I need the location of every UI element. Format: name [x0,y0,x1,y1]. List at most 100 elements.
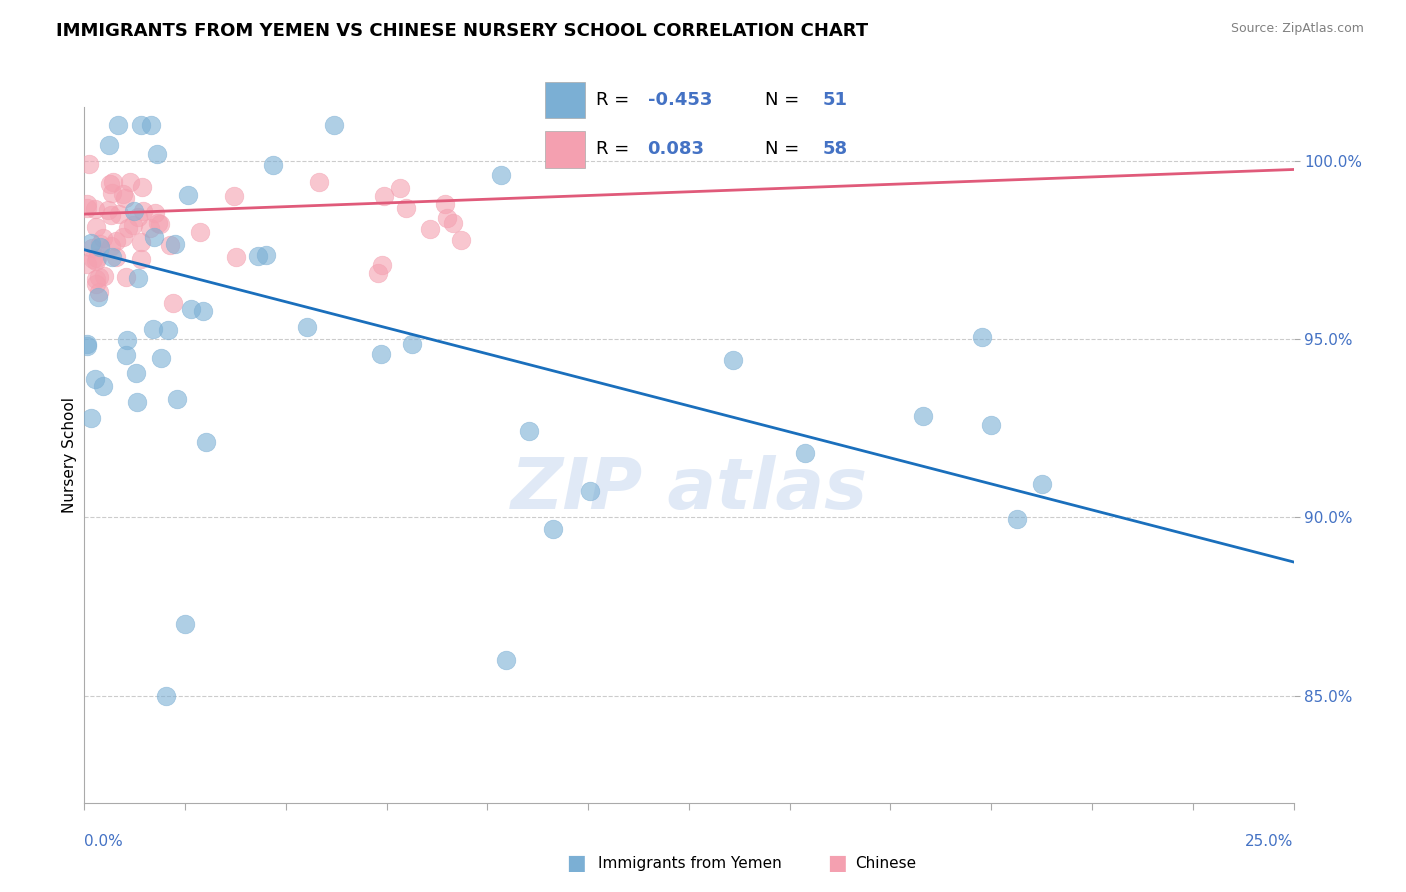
Point [177,187,200,202]
Point [323,118,346,132]
Point [222,188,245,202]
Point [157,323,180,337]
Point [91,379,114,393]
Point [149,351,172,366]
Point [107,118,129,132]
Point [129,118,152,132]
Text: Immigrants from Yemen: Immigrants from Yemen [598,856,782,871]
Point [114,191,136,205]
Point [100,239,122,253]
Point [80,241,103,255]
Point [579,483,602,498]
Point [794,445,817,459]
Point [76,257,98,271]
Point [188,226,211,240]
Point [127,210,149,224]
Point [84,372,107,386]
Point [127,271,149,285]
Point [89,270,111,285]
Point [401,336,423,351]
Text: R =: R = [596,91,636,109]
Text: R =: R = [596,141,636,159]
Point [115,333,138,347]
Text: ■: ■ [827,854,846,873]
Point [125,395,148,409]
Point [370,347,392,361]
Point [308,175,330,189]
Point [139,221,162,235]
Point [84,277,107,291]
Point [76,337,98,351]
Point [911,409,934,424]
Text: 25.0%: 25.0% [1246,834,1294,849]
Text: 58: 58 [823,141,848,159]
Point [114,348,136,362]
Text: ■: ■ [567,854,586,873]
Point [105,251,128,265]
Point [441,216,464,230]
Point [262,158,284,172]
Point [149,217,172,231]
Point [100,208,122,222]
Point [436,211,458,225]
Point [86,251,108,265]
Point [146,216,169,230]
Point [254,248,277,262]
Point [721,353,744,368]
Point [495,653,517,667]
Point [89,240,111,254]
Point [980,417,1002,432]
Point [433,196,456,211]
Point [517,425,540,439]
Point [97,202,120,217]
Point [246,249,269,263]
Point [101,175,124,189]
Point [84,202,107,216]
Point [131,179,153,194]
Point [93,269,115,284]
Point [131,235,153,249]
Point [76,197,98,211]
Point [491,168,513,182]
Point [84,272,107,286]
Point [155,689,177,703]
Text: -0.453: -0.453 [648,91,711,109]
Point [101,186,124,201]
Point [373,189,395,203]
Point [419,221,441,235]
Point [142,321,165,335]
Point [166,392,188,407]
Y-axis label: Nursery School: Nursery School [62,397,77,513]
Point [111,187,134,202]
Point [367,266,389,280]
Point [117,221,139,235]
Point [191,303,214,318]
Point [77,157,100,171]
Point [541,522,564,536]
Point [125,366,148,380]
Point [107,207,129,221]
Point [122,219,145,233]
Point [89,237,111,252]
Text: ZIP atlas: ZIP atlas [510,455,868,524]
Point [972,330,994,344]
Point [132,204,155,219]
Point [124,204,146,219]
Point [76,201,98,215]
Text: N =: N = [765,91,804,109]
Text: N =: N = [765,141,804,159]
Point [84,254,107,268]
Point [98,177,121,191]
Point [98,137,121,152]
Point [162,296,184,310]
FancyBboxPatch shape [546,131,585,168]
Point [86,219,108,234]
Point [129,252,152,267]
Text: Source: ZipAtlas.com: Source: ZipAtlas.com [1230,22,1364,36]
Point [388,181,411,195]
Point [91,231,114,245]
Text: 0.083: 0.083 [648,141,704,159]
Point [194,434,217,449]
Point [395,201,418,215]
Point [111,230,134,244]
